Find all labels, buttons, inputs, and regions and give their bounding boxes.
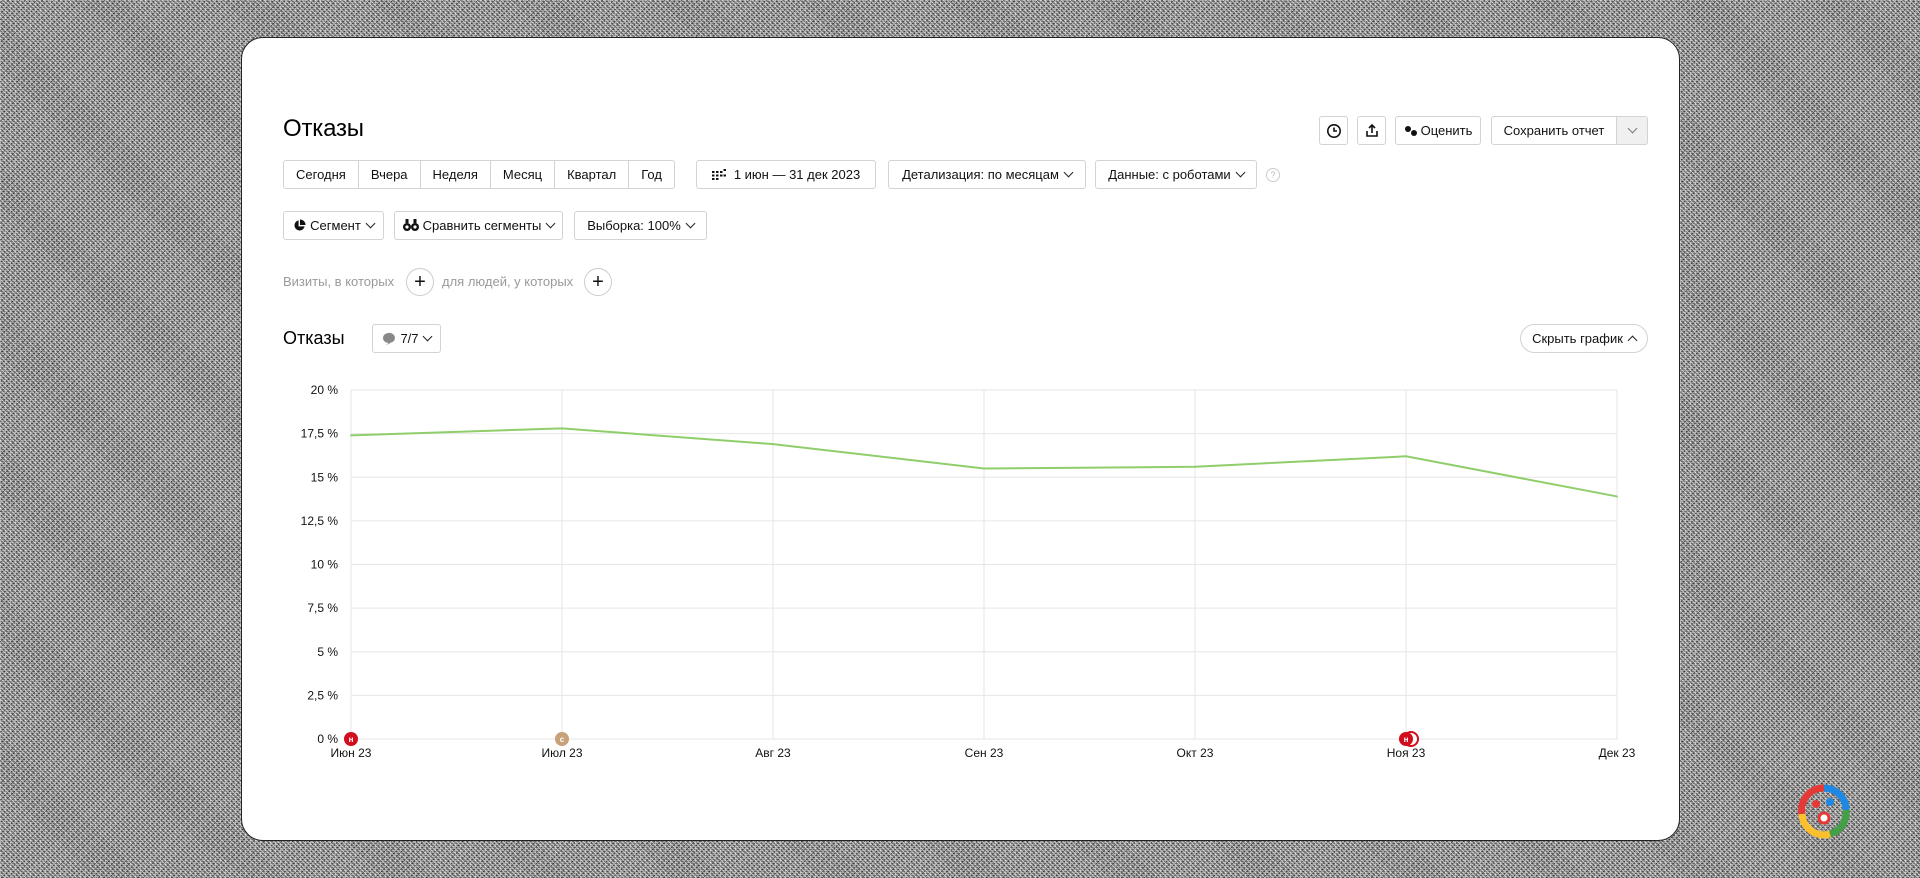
filter-people-label: для людей, у которых [442, 274, 574, 289]
x-tick-label: Июл 23 [541, 746, 582, 760]
pie-chart-icon [294, 219, 306, 231]
save-options-button[interactable] [1616, 116, 1648, 145]
filter-visits-label: Визиты, в которых [283, 274, 395, 289]
series-count: 7/7 [400, 331, 419, 346]
annotation-marker [555, 732, 569, 746]
data-point [1616, 495, 1618, 498]
series-selector[interactable]: 7/7 [372, 324, 441, 353]
segment-label: Сегмент [310, 218, 361, 233]
help-icon[interactable]: ? [1266, 168, 1280, 182]
x-tick-label: Дек 23 [1599, 746, 1636, 760]
add-visit-condition-button[interactable]: + [406, 268, 434, 296]
clock-icon [1326, 123, 1341, 138]
share-icon [1365, 123, 1378, 137]
calendar-icon [711, 169, 726, 180]
annotation-marker-label: н [1404, 735, 1409, 744]
export-button[interactable] [1357, 116, 1386, 145]
compare-segments-dropdown[interactable]: Сравнить сегменты [394, 211, 563, 240]
rate-button[interactable]: Оценить [1395, 116, 1481, 145]
data-point [350, 434, 352, 437]
bounce-rate-chart: 0 % 2,5 % 5 % 7,5 % 10 % 12,5 % 15 % 17,5 % 20 %… [301, 383, 1636, 760]
x-tick-label: Окт 23 [1177, 746, 1214, 760]
chart-section-title: Отказы [283, 328, 345, 348]
sample-dropdown[interactable]: Выборка: 100% [574, 211, 707, 240]
add-people-condition-button[interactable]: + [584, 268, 612, 296]
hide-chart-button[interactable]: Скрыть график [1520, 324, 1648, 353]
y-tick-label: 2,5 % [307, 688, 338, 702]
annotation-marker-label: с [560, 735, 565, 744]
corner-logo-icon [1798, 784, 1850, 839]
compare-label: Сравнить сегменты [422, 218, 542, 233]
report-card: Отказы Оценить Сохранить отчет Сегодня В… [241, 37, 1680, 841]
data-point [1405, 455, 1407, 458]
period-month[interactable]: Месяц [491, 161, 556, 188]
x-tick-label: Июн 23 [331, 746, 372, 760]
period-selector: Сегодня Вчера Неделя Месяц Квартал Год [283, 160, 675, 189]
y-tick-label: 5 % [317, 645, 338, 659]
y-tick-label: 10 % [311, 558, 339, 572]
comment-icon [383, 332, 396, 345]
period-quarter[interactable]: Квартал [555, 161, 630, 188]
annotation-marker [1399, 732, 1413, 746]
segment-dropdown[interactable]: Сегмент [283, 211, 384, 240]
date-range-button[interactable]: 1 июн — 31 дек 2023 [696, 160, 876, 189]
period-week[interactable]: Неделя [421, 161, 491, 188]
x-tick-label: Сен 23 [965, 746, 1004, 760]
x-tick-label: Ноя 23 [1387, 746, 1426, 760]
annotation-marker-label: н [349, 735, 354, 744]
rate-label: Оценить [1420, 123, 1473, 138]
hide-chart-label: Скрыть график [1532, 331, 1623, 346]
compare-icon [402, 219, 419, 231]
y-tick-label: 17,5 % [301, 427, 339, 441]
period-today[interactable]: Сегодня [284, 161, 359, 188]
save-report-button[interactable]: Сохранить отчет [1491, 116, 1617, 145]
data-dropdown[interactable]: Данные: с роботами [1095, 160, 1257, 189]
annotation-marker [344, 732, 358, 746]
history-button[interactable] [1319, 116, 1348, 145]
data-point [983, 467, 985, 470]
page-title: Отказы [283, 115, 364, 142]
period-yesterday[interactable]: Вчера [359, 161, 421, 188]
data-point [1194, 465, 1196, 468]
y-tick-label: 7,5 % [307, 601, 338, 615]
detail-label: Детализация: по месяцам [902, 167, 1059, 182]
detail-dropdown[interactable]: Детализация: по месяцам [888, 160, 1086, 189]
data-label: Данные: с роботами [1108, 167, 1231, 182]
plus-icon: + [414, 270, 426, 293]
date-range-label: 1 июн — 31 дек 2023 [733, 167, 861, 182]
y-tick-label: 0 % [317, 732, 338, 746]
data-point [772, 443, 774, 446]
data-point [561, 427, 563, 430]
plus-icon: + [592, 270, 604, 293]
x-tick-label: Авг 23 [755, 746, 791, 760]
period-year[interactable]: Год [641, 167, 662, 182]
y-tick-label: 12,5 % [301, 514, 339, 528]
y-tick-label: 15 % [311, 470, 339, 484]
rate-icon [1404, 125, 1417, 136]
save-report-label: Сохранить отчет [1503, 123, 1605, 138]
sample-label: Выборка: 100% [587, 218, 681, 233]
y-tick-label: 20 % [311, 383, 339, 397]
